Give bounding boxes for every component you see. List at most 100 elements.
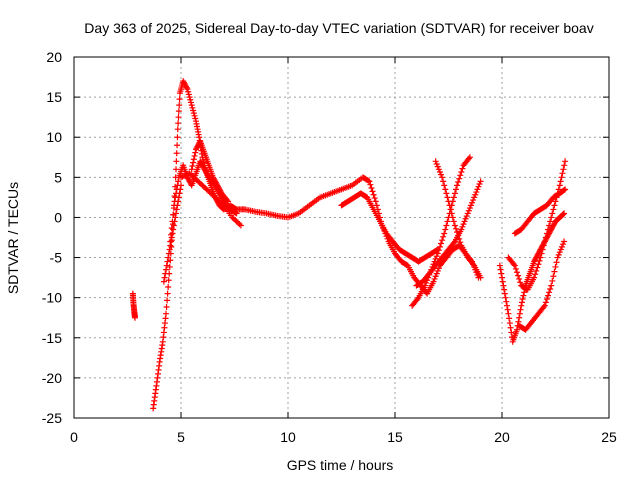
data-point-marker	[517, 279, 524, 286]
data-point-marker	[552, 198, 559, 205]
grid-layer	[74, 57, 609, 418]
data-point-marker	[434, 250, 441, 257]
data-point-marker	[166, 246, 173, 253]
data-point-marker	[433, 160, 440, 167]
data-point-marker	[555, 251, 562, 258]
data-point-marker	[559, 170, 566, 177]
data-point-marker	[465, 155, 472, 162]
data-point-marker	[186, 94, 193, 101]
data-point-marker	[473, 189, 480, 196]
data-point-marker	[550, 273, 557, 280]
data-point-marker	[515, 318, 522, 325]
data-point-marker	[442, 186, 449, 193]
data-point-marker	[445, 198, 452, 205]
data-point-marker	[556, 182, 563, 189]
data-point-marker	[450, 218, 457, 225]
y-tick-label: 20	[46, 49, 62, 65]
data-point-marker	[553, 259, 560, 266]
data-point-marker	[191, 112, 198, 119]
series-trace-6	[178, 170, 244, 229]
series-trace-12	[505, 158, 569, 293]
chart-title: Day 363 of 2025, Sidereal Day-to-day VTE…	[84, 20, 593, 36]
data-point-marker	[561, 162, 568, 169]
data-point-marker	[462, 215, 469, 222]
data-point-marker	[516, 314, 523, 321]
data-point-marker	[551, 268, 558, 275]
data-point-marker	[191, 152, 198, 159]
data-point-marker	[542, 234, 549, 241]
data-point-marker	[434, 267, 441, 274]
y-tick-label: -10	[42, 290, 62, 306]
data-point-marker	[547, 218, 554, 225]
series-trace-13	[516, 238, 568, 333]
data-point-marker	[518, 299, 525, 306]
data-point-marker	[537, 254, 544, 261]
data-point-marker	[450, 239, 457, 246]
data-point-marker	[175, 194, 182, 201]
data-point-marker	[176, 96, 183, 103]
y-tick-label: -5	[50, 250, 63, 266]
data-point-marker	[536, 257, 543, 264]
data-point-marker	[170, 226, 177, 233]
data-markers	[129, 78, 569, 412]
data-point-marker	[539, 246, 546, 253]
data-point-marker	[432, 255, 439, 262]
data-point-marker	[463, 213, 470, 220]
data-point-marker	[516, 310, 523, 317]
data-point-marker	[370, 191, 377, 198]
data-point-marker	[541, 302, 548, 309]
data-point-marker	[476, 181, 483, 188]
data-point-marker	[449, 214, 456, 221]
x-axis-title: GPS time / hours	[287, 457, 394, 473]
data-point-marker	[187, 96, 194, 103]
data-point-marker	[471, 194, 478, 201]
x-tick-labels: 0 5 10 15 20 25	[70, 429, 617, 445]
data-point-marker	[518, 302, 525, 309]
data-point-marker	[557, 178, 564, 185]
data-point-marker	[414, 296, 421, 303]
data-point-marker	[190, 156, 197, 163]
y-tick-label: -15	[42, 330, 62, 346]
data-point-marker	[542, 299, 549, 306]
data-point-marker	[533, 267, 540, 274]
data-point-marker	[170, 222, 177, 229]
data-point-marker	[232, 209, 239, 216]
data-point-marker	[444, 218, 451, 225]
y-tick-label: 10	[46, 129, 62, 145]
data-point-marker	[547, 285, 554, 292]
data-point-marker	[162, 270, 169, 277]
data-point-marker	[434, 163, 441, 170]
data-point-marker	[187, 99, 194, 106]
data-point-marker	[433, 253, 440, 260]
data-point-marker	[545, 226, 552, 233]
data-point-marker	[164, 258, 171, 265]
data-point-marker	[188, 102, 195, 109]
data-point-marker	[436, 243, 443, 250]
data-point-marker	[554, 254, 561, 261]
data-point-marker	[175, 178, 182, 185]
y-tick-labels: -25 -20 -15 -10 -5 0 5 10 15 20	[42, 49, 62, 426]
data-point-marker	[163, 266, 170, 273]
data-point-marker	[538, 250, 545, 257]
data-point-marker	[167, 242, 174, 249]
data-point-marker	[519, 296, 526, 303]
data-point-marker	[365, 177, 372, 184]
data-point-marker	[369, 188, 376, 195]
data-point-marker	[503, 302, 510, 309]
data-point-marker	[185, 88, 192, 95]
data-point-marker	[552, 263, 559, 270]
data-point-marker	[163, 310, 170, 317]
data-point-marker	[174, 142, 181, 149]
data-point-marker	[421, 282, 428, 289]
data-point-marker	[540, 304, 547, 311]
data-point-marker	[517, 306, 524, 313]
data-point-marker	[190, 107, 197, 114]
data-point-marker	[192, 149, 199, 156]
series-trace-10	[413, 178, 484, 289]
series-trace-9	[432, 158, 484, 281]
plot-frame	[73, 56, 610, 419]
data-point-marker	[562, 186, 569, 193]
data-point-marker	[502, 294, 509, 301]
data-point-marker	[438, 240, 445, 247]
